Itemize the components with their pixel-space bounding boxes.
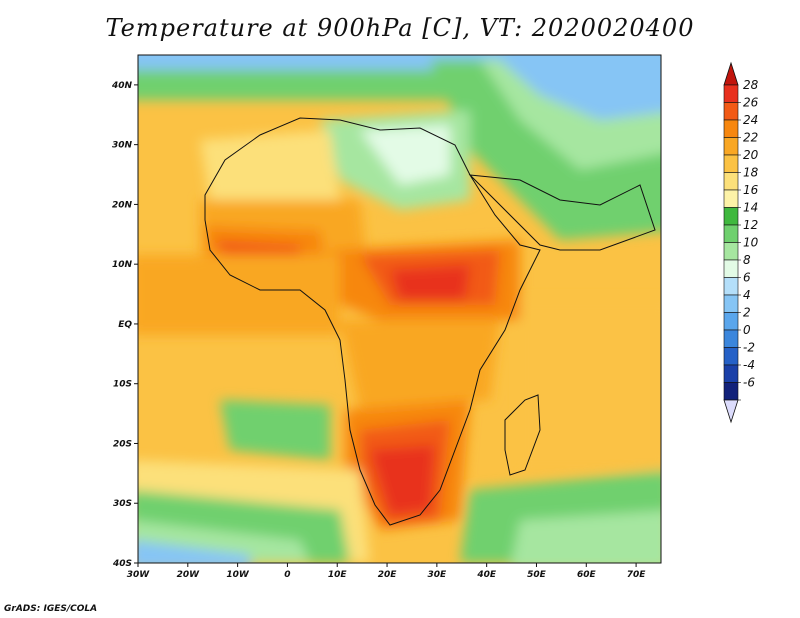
colorbar-swatch [723,137,739,156]
lat-tick-label: 30N [112,141,133,151]
lat-tick-label: 10S [113,380,132,390]
longitude-ticks: 30W 20W 10W 0 10E 20E 30E 40E 50E 60E 70E [127,563,647,580]
lat-tick-label: 10N [112,260,133,270]
colorbar-swatch [723,119,739,138]
lon-tick-label: 10E [328,570,348,580]
colorbar-swatch [723,294,739,313]
colorbar-top-arrow [723,61,739,86]
temperature-field [138,55,661,563]
colorbar-swatch [723,189,739,208]
colorbar-label: 26 [743,96,759,110]
colorbar-swatch [723,154,739,173]
colorbar-swatch [723,277,739,296]
colorbar-label: 8 [743,253,751,267]
colorbar-label: -4 [743,358,755,372]
colorbar-swatch [723,382,739,401]
colorbar-bottom-arrow [723,399,739,424]
colorbar-label: 6 [743,271,751,285]
lat-tick-label: 30S [113,499,132,509]
lon-tick-label: 30E [428,570,448,580]
colorbar-label: 10 [743,236,759,250]
colorbar-swatch [723,347,739,366]
lon-tick-label: 40E [476,570,497,580]
colorbar-swatch [723,102,739,121]
lon-tick-label: 60E [577,570,597,580]
lon-tick-label: 70E [627,570,647,580]
lon-tick-label: 20E [378,570,398,580]
colorbar-swatch [723,207,739,226]
colorbar-label: 0 [743,323,751,337]
footer-credit: GrADS: IGES/COLA [4,604,98,614]
lat-tick-label: 20N [112,200,133,210]
latitude-ticks: 40N 30N 20N 10N EQ 10S 20S 30S 40S [111,81,138,569]
lon-tick-label: 50E [527,570,547,580]
colorbar-label: 18 [743,166,759,180]
colorbar-label: -2 [743,341,755,355]
lat-tick-label: EQ [118,320,132,330]
map-frame [137,54,662,564]
map-title: Temperature at 900hPa [C], VT: 202002040… [105,14,695,42]
colorbar-swatch [723,259,739,278]
colorbar-label: 28 [743,78,759,92]
lon-tick-label: 20W [177,570,201,580]
colorbar-swatch [723,312,739,331]
colorbar-swatch [723,172,739,191]
colorbar-label: 12 [743,218,758,232]
colorbar-label: 2 [743,306,751,320]
lon-tick-label: 0 [284,570,290,580]
colorbar-label: 14 [743,201,758,215]
colorbar-label: -6 [743,376,755,390]
colorbar-swatch [723,224,739,243]
colorbar-label: 4 [743,288,751,302]
lon-tick-label: 10W [226,570,250,580]
lat-tick-label: 40S [112,559,132,569]
colorbar-swatch [723,242,739,261]
colorbar-swatch [723,84,739,103]
colorbar-label: 22 [743,131,758,145]
colorbar-label: 24 [743,113,758,127]
lon-tick-label: 30W [127,570,151,580]
colorbar-label: 20 [743,148,759,162]
colorbar-swatch [723,364,739,383]
colorbar-label: 16 [743,183,759,197]
colorbar-swatch [723,329,739,348]
lat-tick-label: 40N [111,81,133,91]
lat-tick-label: 20S [113,439,132,449]
